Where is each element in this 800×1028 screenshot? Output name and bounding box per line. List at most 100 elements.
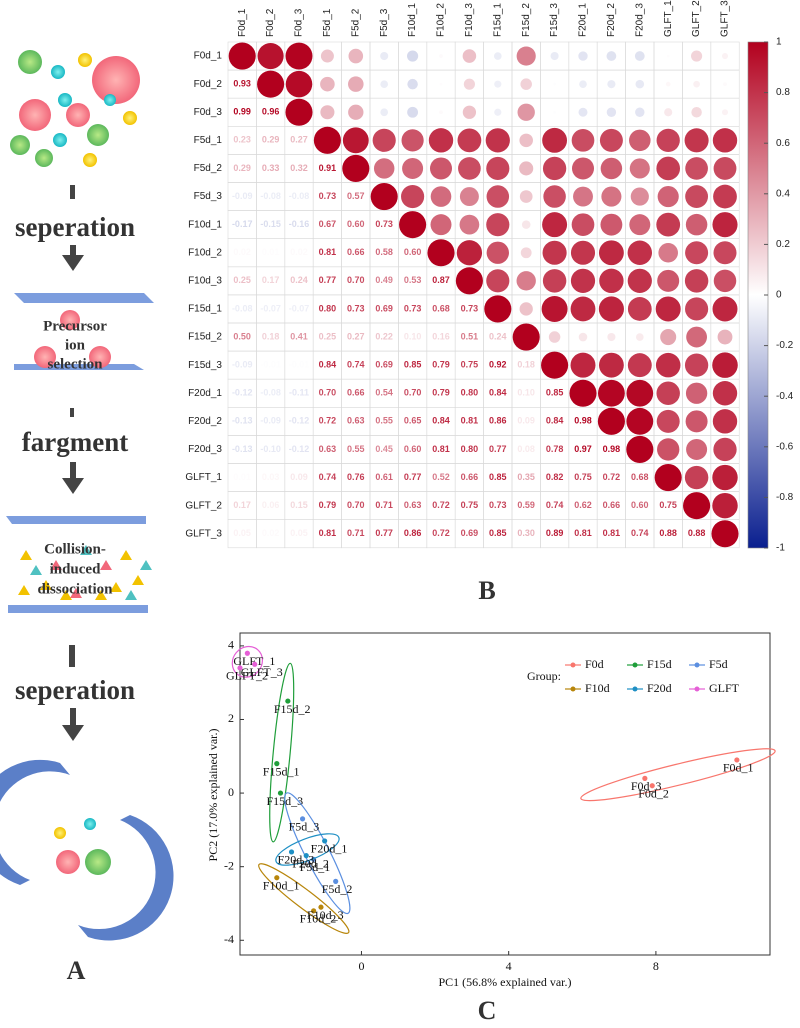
value-label: 0.77 [404,472,422,482]
value-label: 0.80 [319,303,337,313]
value-label: 0.25 [233,275,251,285]
column-label: F15d_2 [521,3,532,37]
value-label: 0.74 [319,472,337,482]
point [252,661,258,667]
value-label: 0.86 [489,416,507,426]
row-label: F10d_2 [188,247,222,258]
corr-circle [516,271,536,291]
x-tick-label: 8 [653,959,659,973]
column-label: F0d_3 [294,8,305,37]
value-label: 0.74 [347,360,365,370]
value-label: 0.73 [461,303,479,313]
corr-circle [657,438,680,461]
corr-circle [684,128,709,153]
corr-circle [684,353,709,377]
corr-circle [570,352,596,378]
corr-circle [658,242,678,263]
corr-circle [691,50,703,62]
corr-circle [380,80,389,88]
row-label: F10d_1 [188,219,222,230]
corr-circle [626,379,654,407]
value-label: 0.99 [233,107,251,117]
corr-circle [660,329,677,346]
legend-label: F20d [647,681,672,695]
point-label: F0d_1 [723,761,754,775]
value-label: 0.73 [375,219,393,229]
group-ellipse [580,748,776,802]
value-label: 0.78 [546,444,564,454]
value-label: 0.03 [262,472,280,482]
value-label: 0.45 [375,444,393,454]
corr-circle [629,129,651,152]
corr-circle [721,109,729,116]
corr-circle [627,240,652,265]
box-text: selection [48,356,104,372]
corr-circle [519,190,533,203]
corr-circle [629,158,650,179]
corr-circle [656,128,680,153]
value-label: 0.57 [347,191,365,201]
legend-dot [694,662,700,668]
value-label: 0.81 [319,247,337,257]
value-label: 0.77 [489,444,507,454]
corr-circle [458,157,481,180]
corr-circle [711,520,739,548]
value-label: 0.85 [489,528,507,538]
corr-circle [380,108,389,117]
y-tick-label: 2 [228,711,234,725]
corr-circle [626,407,654,435]
corr-circle [685,410,708,433]
column-label: GLFT_2 [691,0,702,37]
value-label: 0.88 [688,528,706,538]
value-label: 0.92 [489,360,507,370]
value-label: 0.75 [461,500,479,510]
value-label: 0.82 [546,472,564,482]
column-label: F10d_3 [464,3,475,37]
point [274,875,280,881]
value-label: 0.27 [290,135,308,145]
corr-circle [656,381,680,405]
corr-circle [543,185,566,208]
value-label: -0.16 [289,219,310,229]
value-label: 0.87 [432,275,450,285]
legend-dot [570,686,576,692]
value-label: -0.12 [232,388,253,398]
value-label: 0.30 [517,528,535,538]
corr-circle [573,186,593,207]
value-label: 0.85 [404,360,422,370]
panel-a [0,50,174,941]
value-label: 0.53 [404,275,422,285]
column-label: GLFT_1 [663,0,674,37]
corr-circle [348,76,364,92]
group-ellipse [231,645,264,678]
corr-circle [542,127,568,153]
row-label: F15d_3 [188,360,222,371]
point-label: F5d_3 [289,820,320,834]
value-label: 0.09 [290,472,308,482]
value-label: 0.63 [404,500,422,510]
corr-circle [685,157,708,180]
corr-circle [685,241,709,265]
corr-circle [521,220,531,229]
value-label: 0.98 [574,416,592,426]
corr-circle [373,158,395,179]
corr-circle [462,49,477,63]
corr-circle [717,329,733,345]
y-tick-label: -2 [224,858,234,872]
point [285,698,291,704]
value-label: -0.13 [232,416,253,426]
value-label: -0.10 [260,444,281,454]
value-label: 0.05 [233,528,251,538]
value-label: 0.73 [404,303,422,313]
corr-circle [600,157,623,180]
point-label: F10d_2 [300,912,337,926]
point [311,908,317,914]
row-label: F20d_1 [188,388,222,399]
colorbar-label: 1 [776,37,782,48]
point [244,650,250,656]
plot-frame [239,632,771,956]
value-label: 0.02 [233,247,251,257]
corr-circle [655,296,681,322]
value-label: 0.74 [631,528,649,538]
y-tick-label: -4 [224,932,234,946]
